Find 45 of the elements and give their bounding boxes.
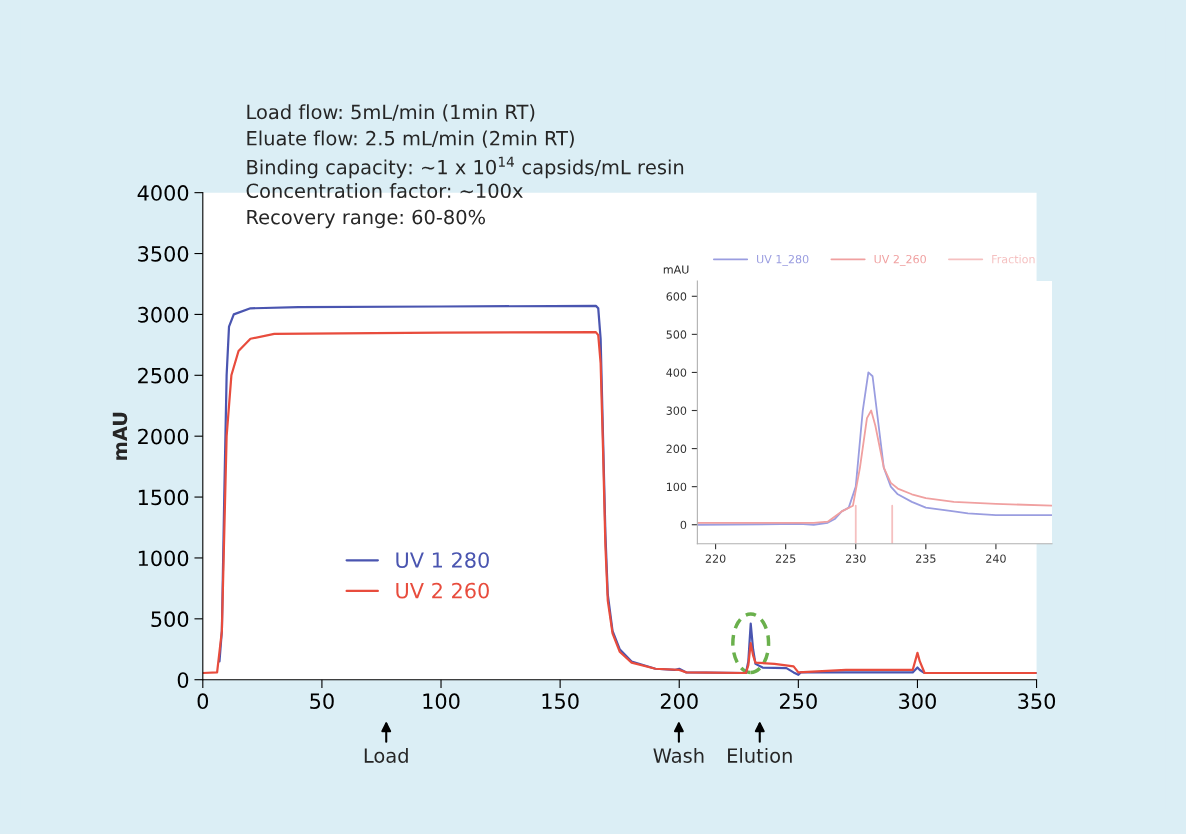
y-tick-label: 100 <box>666 482 687 492</box>
y-tick-label: 500 <box>151 611 189 628</box>
x-tick-label: 0 <box>197 693 209 710</box>
x-tick-label: 225 <box>775 554 796 563</box>
y-tick-label: 0 <box>680 520 687 530</box>
text: Binding capacity: ~1 x 10$^{14}$ capsids/mL resin <box>247 156 684 179</box>
x-tick-label: 50 <box>310 693 334 710</box>
text: Wash <box>653 747 704 763</box>
line-series <box>697 371 1052 526</box>
y-tick-label: 200 <box>666 444 687 453</box>
y-tick-label: 2000 <box>138 428 189 445</box>
y-axis-title: mAU <box>663 265 689 274</box>
y-tick-label: 0 <box>177 672 189 688</box>
y-tick-label: 3500 <box>138 245 189 262</box>
text: Elution <box>728 747 792 763</box>
legend-label: UV 1 280 <box>396 552 489 568</box>
y-tick-label: 1500 <box>138 489 189 506</box>
y-tick-label: 2500 <box>138 367 189 384</box>
x-tick-label: 300 <box>899 693 936 710</box>
legend-label: UV 2 260 <box>396 582 489 599</box>
legend-label: UV 1_280 <box>757 254 809 266</box>
x-tick-label: 150 <box>542 693 579 710</box>
y-tick-label: 600 <box>666 292 687 301</box>
x-tick-label: 235 <box>916 554 936 563</box>
text: Load flow: 5mL/min (1min RT) <box>247 104 535 122</box>
y-tick-label: 4000 <box>137 185 189 201</box>
text: Load <box>364 747 408 763</box>
x-tick-label: 220 <box>705 554 726 563</box>
annotation: Concentration factor: ~100x <box>246 183 523 199</box>
x-tick-label: 350 <box>1018 693 1056 710</box>
annotation: Recovery range: 60-80% <box>247 209 486 229</box>
line-series <box>697 409 1052 524</box>
legend-label: Fraction <box>992 254 1035 264</box>
y-tick-label: 1000 <box>138 550 189 567</box>
x-tick-label: 240 <box>986 554 1006 563</box>
y-tick-label: 400 <box>666 368 687 377</box>
y-axis-title: mAU <box>112 412 128 460</box>
y-tick-label: 500 <box>666 330 687 339</box>
y-tick-label: 3000 <box>138 306 189 323</box>
x-tick-label: 100 <box>423 693 460 710</box>
text: Eluate flow: 2.5 mL/min (2min RT) <box>247 130 574 148</box>
y-tick-label: 300 <box>666 406 687 415</box>
x-tick-label: 230 <box>845 554 866 563</box>
x-tick-label: 250 <box>779 693 817 710</box>
legend-label: UV 2_260 <box>874 254 926 266</box>
